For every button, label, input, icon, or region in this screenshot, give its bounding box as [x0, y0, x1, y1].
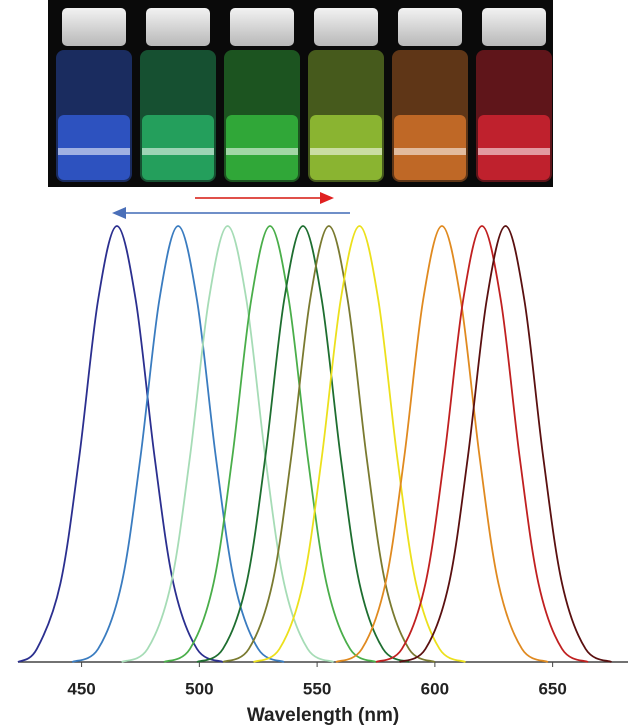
x-tick-label: 450	[67, 679, 95, 698]
vial-cap	[314, 8, 378, 46]
vial-cap	[482, 8, 546, 46]
vial-liquid	[142, 115, 214, 180]
spectrum-line	[375, 225, 589, 663]
vial-band	[310, 148, 382, 155]
vial-cap	[230, 8, 294, 46]
vial-cap	[62, 8, 126, 46]
spectrum-line	[335, 225, 549, 663]
vial-liquid	[394, 115, 466, 180]
spectrum-line	[253, 225, 466, 663]
vial-liquid	[310, 115, 382, 180]
vial-band	[226, 148, 298, 155]
vial-liquid	[226, 115, 298, 180]
vial-band	[142, 148, 214, 155]
spectrum-line	[121, 225, 335, 663]
vial-band	[478, 148, 550, 155]
vial-photo	[48, 0, 553, 187]
arrows	[112, 192, 350, 219]
x-tick-label: 650	[538, 679, 566, 698]
x-tick-label: 600	[421, 679, 449, 698]
x-axis-label: Wavelength (nm)	[247, 705, 399, 726]
vial-liquid	[478, 115, 550, 180]
x-tick-label: 550	[303, 679, 331, 698]
spectrum-line	[399, 225, 612, 663]
vial-band	[58, 148, 130, 155]
vial-cap	[398, 8, 462, 46]
spectrum-line	[163, 225, 377, 663]
vial-band	[394, 148, 466, 155]
vial-liquid	[58, 115, 130, 180]
spectrum-line	[17, 225, 224, 663]
vial-cap	[146, 8, 210, 46]
spectrum-line	[71, 225, 285, 663]
x-tick-label: 500	[185, 679, 213, 698]
spectrum-line	[196, 225, 410, 663]
